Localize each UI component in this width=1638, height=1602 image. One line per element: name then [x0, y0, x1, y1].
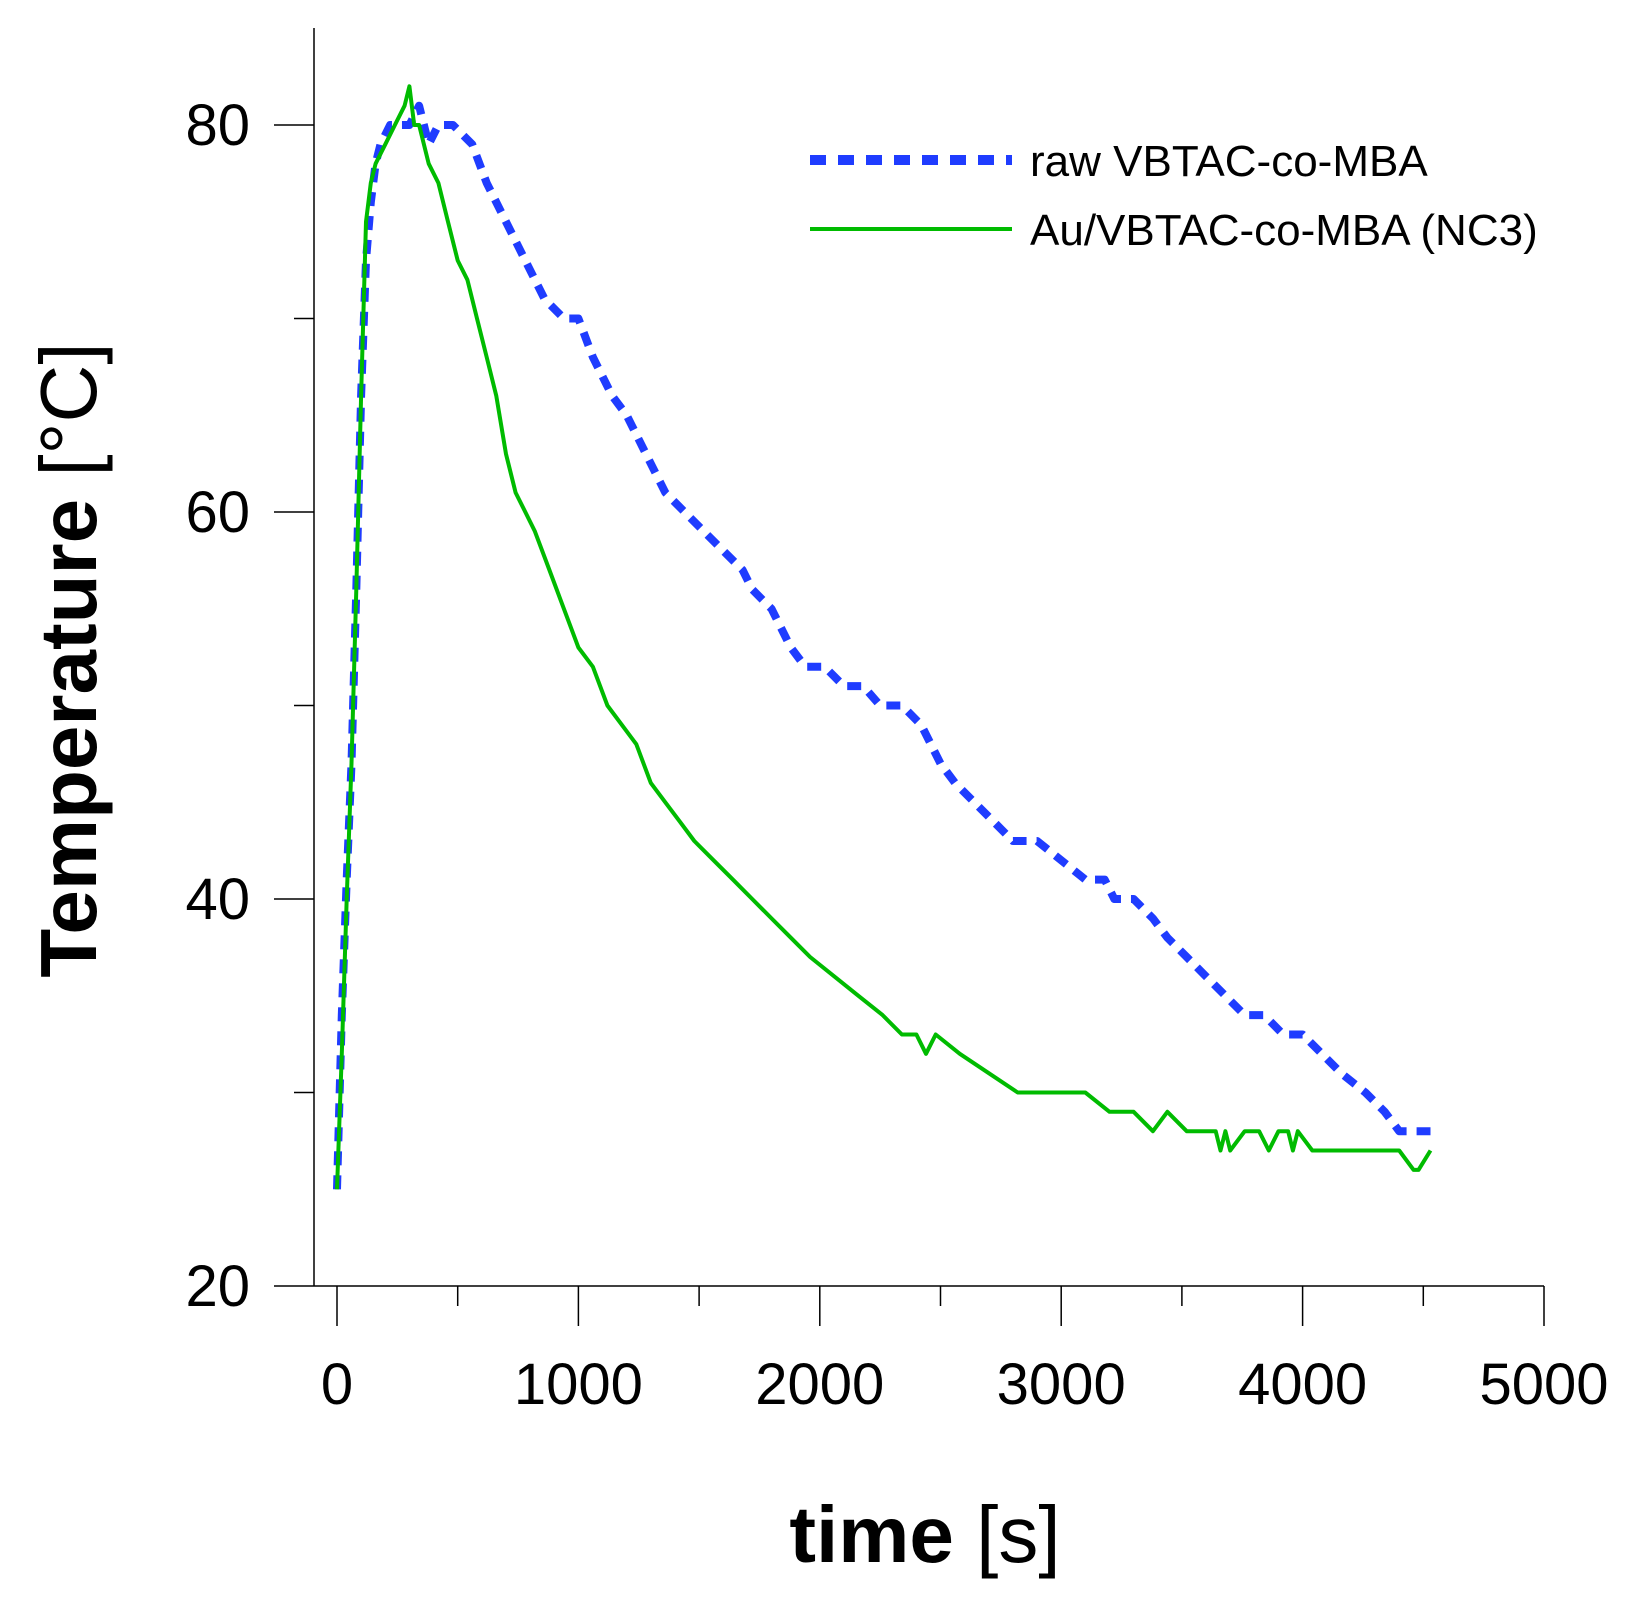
x-tick-label: 0 [321, 1352, 353, 1417]
legend: raw VBTAC-co-MBA Au/VBTAC-co-MBA (NC3) [810, 137, 1538, 255]
axes: 20 40 60 80 0 1000 2000 3000 4000 5000 [185, 28, 1609, 1417]
legend-label: Au/VBTAC-co-MBA (NC3) [1030, 206, 1538, 255]
axis-titles: time [s] Temperature [°C] [24, 342, 1061, 1579]
x-tick-label: 4000 [1238, 1352, 1367, 1417]
x-tick-label: 2000 [755, 1352, 884, 1417]
series-line-raw [333, 101, 1431, 1190]
series-layer [333, 84, 1433, 1190]
x-tick-label: 5000 [1479, 1352, 1608, 1417]
x-tick-label: 1000 [514, 1352, 643, 1417]
y-axis-title: Temperature [°C] [24, 342, 113, 977]
y-tick-label: 20 [185, 1254, 250, 1319]
x-tick-label: 3000 [997, 1352, 1126, 1417]
y-tick-label: 60 [185, 480, 250, 545]
series-line-au-nc3 [335, 84, 1433, 1190]
y-tick-label: 80 [185, 93, 250, 158]
x-axis-title: time [s] [789, 1490, 1060, 1579]
y-tick-label: 40 [185, 867, 250, 932]
legend-label: raw VBTAC-co-MBA [1030, 137, 1428, 186]
